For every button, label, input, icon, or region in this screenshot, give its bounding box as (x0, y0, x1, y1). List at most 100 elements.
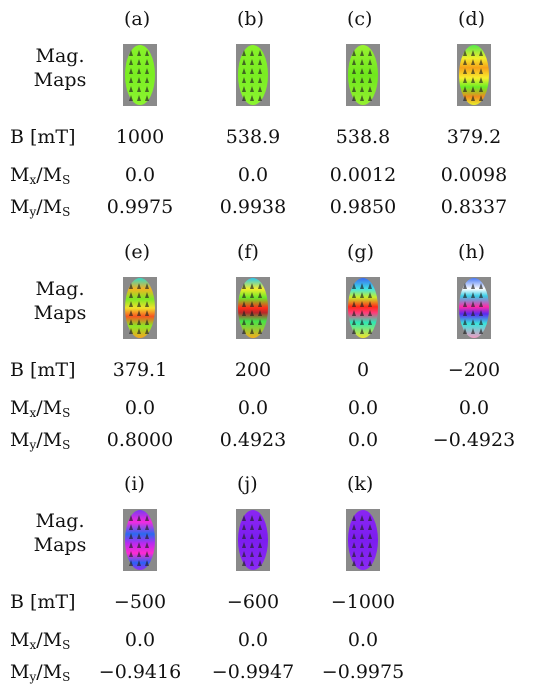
moment-arrow-icon (352, 77, 356, 83)
moment-arrow-icon (145, 59, 149, 65)
panel-tag: (a) (124, 8, 151, 30)
moment-arrow-icon (352, 533, 356, 539)
my-ms-label-ms-sub: S (62, 205, 71, 219)
moment-arrow-icon (145, 86, 149, 92)
mag-maps-label: Mag. Maps (18, 277, 102, 325)
moment-arrow-icon (129, 301, 133, 307)
moment-arrow-icon (258, 301, 262, 307)
moment-arrow-icon (368, 328, 372, 334)
moment-arrow-icon (242, 542, 246, 548)
moment-arrow-icon (145, 310, 149, 316)
moment-arrow-icon (137, 301, 141, 307)
moment-arrow-icon (352, 310, 356, 316)
moment-arrow-icon (258, 68, 262, 74)
mx-ms-value: 0.0 (347, 397, 379, 419)
moment-arrow-icon (250, 59, 254, 65)
moment-arrow-icon (471, 328, 475, 334)
moment-arrow-icon (145, 560, 149, 566)
my-ms-label-ms-sub: S (62, 438, 71, 452)
moment-arrow-icon (129, 77, 133, 83)
moment-arrow-icon (471, 301, 475, 307)
mx-ms-label-ms-main: M (42, 397, 63, 419)
moment-arrow-icon (145, 542, 149, 548)
moment-arrow-icon (129, 86, 133, 92)
moment-arrow-icon (479, 68, 483, 74)
moment-arrow-icon (360, 551, 364, 557)
my-ms-label-ms-main: M (42, 196, 63, 218)
moment-arrow-icon (258, 292, 262, 298)
my-ms-label-ms-main: M (42, 661, 63, 683)
moment-arrow-icon (137, 95, 141, 101)
moment-arrow-icon (360, 310, 364, 316)
moment-arrow-icon (368, 68, 372, 74)
mag-label-line2: Maps (33, 534, 87, 556)
moment-arrow-icon (258, 86, 262, 92)
moment-arrow-icon (250, 551, 254, 557)
moment-arrow-icon (129, 59, 133, 65)
moment-arrow-icon (250, 77, 254, 83)
my-ms-label-ms-sub: S (62, 670, 71, 684)
moment-arrow-icon (463, 86, 467, 92)
mx-ms-label: Mx/MS (10, 166, 70, 187)
mag-label-line1: Mag. (35, 510, 85, 532)
my-ms-value: −0.9947 (211, 661, 295, 683)
moment-arrow-icon (471, 283, 475, 289)
mx-ms-label-main: M (10, 629, 30, 651)
moment-arrow-icon (145, 551, 149, 557)
panel-tag: (c) (347, 8, 373, 30)
mag-maps-label: Mag. Maps (18, 44, 102, 92)
moment-arrow-icon (471, 95, 475, 101)
moment-arrow-icon (463, 283, 467, 289)
panel-tag: (g) (347, 241, 374, 263)
moment-arrow-icon (360, 533, 364, 539)
moment-arrow-icon (145, 319, 149, 325)
moment-arrow-icon (368, 560, 372, 566)
moment-arrow-icon (479, 86, 483, 92)
my-ms-label-main: M (10, 196, 30, 218)
b-field-value: −1000 (330, 591, 396, 613)
moment-arrow-icon (242, 59, 246, 65)
moment-arrow-icon (242, 283, 246, 289)
moment-arrow-icon (352, 86, 356, 92)
panel-tag: (i) (124, 473, 145, 495)
mx-ms-label-slash: / (36, 629, 43, 651)
moment-arrow-icon (137, 77, 141, 83)
moment-arrow-icon (463, 68, 467, 74)
mx-ms-label-ms-sub: S (62, 406, 71, 420)
moment-arrow-icon (129, 95, 133, 101)
moment-arrow-icon (479, 59, 483, 65)
magnetization-map (236, 509, 270, 571)
my-ms-label: My/MS (10, 429, 71, 452)
moment-arrow-icon (368, 551, 372, 557)
moment-arrow-icon (137, 86, 141, 92)
moment-arrow-icon (145, 524, 149, 530)
my-ms-label-slash: / (36, 429, 43, 451)
mx-ms-value: 0.0 (124, 397, 156, 419)
moment-arrow-icon (463, 328, 467, 334)
my-ms-value: −0.4923 (432, 429, 516, 451)
moment-arrow-icon (479, 50, 483, 56)
moment-arrow-icon (137, 542, 141, 548)
moment-arrow-icon (258, 551, 262, 557)
magnetization-map (123, 44, 157, 106)
moment-arrow-icon (360, 515, 364, 521)
moment-arrow-icon (250, 319, 254, 325)
moment-arrow-icon (360, 292, 364, 298)
magnetization-map (346, 44, 380, 106)
my-ms-value: 0.8337 (440, 196, 508, 218)
moment-arrow-icon (250, 524, 254, 530)
mx-ms-value: 0.0 (124, 629, 156, 651)
mx-ms-value: 0.0 (124, 164, 156, 186)
b-field-value: −200 (447, 359, 501, 381)
moment-arrow-icon (242, 310, 246, 316)
mx-ms-label-main: M (10, 397, 30, 419)
my-ms-label: My/MS (10, 661, 71, 684)
moment-arrow-icon (471, 68, 475, 74)
moment-arrow-icon (242, 86, 246, 92)
mx-ms-value: 0.0 (237, 397, 269, 419)
moment-arrow-icon (145, 77, 149, 83)
moment-arrow-icon (463, 77, 467, 83)
my-ms-label: My/MS (10, 196, 71, 219)
moment-arrow-icon (242, 515, 246, 521)
moment-arrow-icon (129, 319, 133, 325)
